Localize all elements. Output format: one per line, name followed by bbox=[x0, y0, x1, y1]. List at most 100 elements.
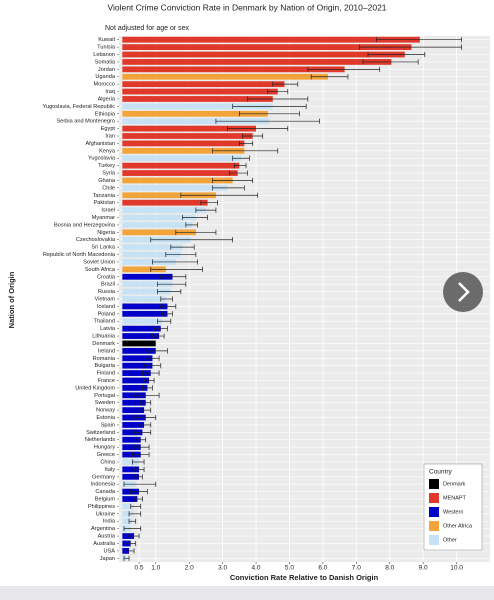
legend-swatch bbox=[429, 521, 439, 531]
y-tick-label: India bbox=[103, 519, 116, 525]
y-tick-label: Nigeria bbox=[97, 230, 116, 236]
bar bbox=[122, 266, 166, 273]
legend-swatch bbox=[429, 507, 439, 517]
bar bbox=[122, 184, 228, 191]
y-tick-label: Turkey bbox=[98, 163, 115, 169]
next-button[interactable] bbox=[443, 272, 483, 312]
bar bbox=[122, 377, 150, 384]
y-tick-label: Hungary bbox=[94, 445, 115, 451]
y-tick-label: Myanmar bbox=[92, 215, 115, 221]
next-button-bg[interactable] bbox=[443, 272, 483, 312]
y-tick-label: Chile bbox=[102, 185, 115, 191]
bar bbox=[122, 177, 233, 184]
bar bbox=[122, 229, 196, 236]
x-tick-label: 3.0 bbox=[218, 565, 227, 572]
bar bbox=[122, 81, 285, 88]
bar bbox=[122, 140, 245, 147]
bar bbox=[122, 192, 216, 199]
y-tick-label: Serbia and Montenegro bbox=[57, 119, 115, 125]
bar bbox=[122, 399, 146, 406]
y-tick-label: Belgium bbox=[95, 497, 116, 503]
y-tick-label: Croatia bbox=[97, 274, 116, 280]
y-tick-label: Brazil bbox=[101, 282, 115, 288]
y-tick-label: Iraq bbox=[105, 89, 115, 95]
y-tick-label: Germany bbox=[92, 474, 115, 480]
bar bbox=[122, 88, 278, 95]
bar bbox=[122, 355, 153, 362]
legend-swatch bbox=[429, 535, 439, 545]
bar bbox=[122, 244, 183, 251]
y-tick-label: Algeria bbox=[98, 96, 116, 102]
legend-label: Denmark bbox=[443, 481, 466, 487]
y-tick-label: Greece bbox=[97, 452, 115, 458]
legend-label: Western bbox=[443, 509, 463, 515]
y-tick-label: South Africa bbox=[85, 267, 116, 273]
bar bbox=[122, 422, 145, 428]
y-tick-label: Poland bbox=[98, 311, 115, 317]
y-tick-label: Romania bbox=[93, 356, 116, 362]
y-tick-label: Ukraine bbox=[96, 511, 115, 517]
y-tick-label: Syria bbox=[102, 171, 116, 177]
bar bbox=[122, 347, 156, 354]
bar bbox=[122, 133, 253, 139]
y-tick-label: Iceland bbox=[97, 304, 115, 310]
y-tick-label: Lithuania bbox=[92, 334, 116, 340]
y-tick-label: Indonesia bbox=[91, 482, 116, 488]
y-tick-label: Ethiopia bbox=[95, 111, 116, 117]
bar bbox=[122, 251, 181, 258]
y-tick-label: Tunisia bbox=[97, 45, 116, 51]
y-tick-label: Latvia bbox=[100, 326, 116, 332]
y-tick-label: Afghanistan bbox=[85, 141, 115, 147]
bar bbox=[122, 459, 140, 465]
bar bbox=[122, 73, 328, 80]
bar bbox=[122, 503, 135, 510]
y-tick-label: Lebanon bbox=[93, 52, 115, 58]
y-tick-label: Netherlands bbox=[85, 437, 115, 443]
y-tick-label: USA bbox=[103, 548, 115, 554]
y-tick-label: Ireland bbox=[98, 348, 115, 354]
y-tick-label: Austria bbox=[98, 534, 116, 540]
y-tick-label: United Kingdom bbox=[75, 385, 115, 391]
y-tick-label: Russia bbox=[98, 289, 116, 295]
bar bbox=[122, 207, 206, 213]
bar bbox=[122, 170, 238, 176]
next-chevron[interactable] bbox=[458, 282, 470, 302]
bar bbox=[122, 451, 141, 458]
bar bbox=[122, 362, 153, 369]
bar bbox=[122, 296, 166, 302]
legend-title: Country bbox=[429, 469, 453, 476]
y-tick-label: Japan bbox=[100, 556, 115, 562]
bar bbox=[122, 436, 141, 443]
x-tick-label: 2.0 bbox=[185, 565, 194, 572]
y-tick-label: Philippines bbox=[88, 504, 115, 510]
bar bbox=[122, 162, 240, 169]
bar bbox=[122, 370, 151, 376]
bar bbox=[122, 103, 273, 110]
bar bbox=[122, 96, 273, 102]
bar bbox=[122, 533, 135, 539]
y-tick-label: Tanzania bbox=[93, 193, 116, 199]
y-tick-label: Soviet Union bbox=[83, 259, 115, 265]
x-tick-label: 7.0 bbox=[352, 565, 361, 572]
y-tick-label: Switzerland bbox=[86, 430, 115, 436]
y-tick-label: France bbox=[98, 378, 115, 384]
bar bbox=[122, 110, 268, 117]
y-tick-label: Australia bbox=[93, 541, 116, 547]
y-tick-label: Italy bbox=[105, 467, 115, 473]
y-axis-label: Nation of Origin bbox=[7, 271, 16, 328]
bar bbox=[122, 273, 173, 280]
y-tick-label: Sweden bbox=[95, 400, 115, 406]
bar bbox=[122, 340, 156, 347]
bar bbox=[122, 59, 392, 65]
bar bbox=[122, 147, 245, 154]
bar bbox=[122, 51, 405, 58]
x-axis-label: Conviction Rate Relative to Danish Origi… bbox=[230, 573, 379, 582]
bar bbox=[122, 66, 345, 73]
y-tick-label: Bosnia and Herzegovina bbox=[54, 222, 116, 228]
bar bbox=[122, 36, 420, 43]
y-tick-label: Vietnam bbox=[95, 296, 116, 302]
y-tick-label: Republic of North Macedonia bbox=[43, 252, 116, 258]
bar bbox=[122, 510, 135, 517]
bar bbox=[122, 118, 270, 125]
